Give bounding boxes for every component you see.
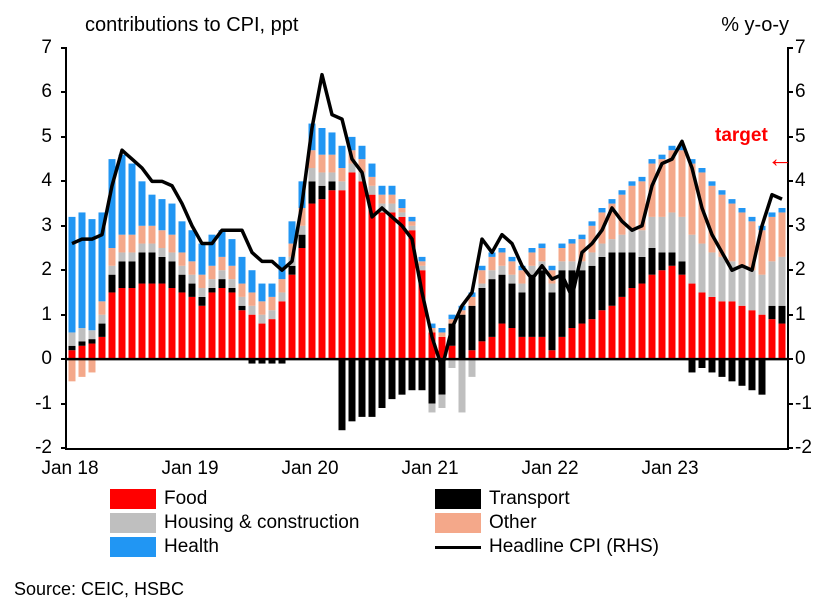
target-arrow-icon: ← [767, 143, 793, 174]
legend-item-housing: Housing & construction [110, 512, 435, 534]
y-tick-label: 2 [795, 259, 825, 281]
source-text: Source: CEIC, HSBC [14, 579, 184, 600]
y-tick-label: 7 [795, 37, 825, 59]
chart-svg [67, 48, 787, 448]
legend-swatch [110, 489, 156, 509]
y-tick-label: 7 [12, 37, 52, 59]
legend-item-food: Food [110, 488, 435, 510]
x-tick-label: Jan 23 [641, 458, 698, 480]
legend-label: Headline CPI (RHS) [489, 536, 659, 558]
y-axis-right: 76543210-1-2 [789, 48, 819, 448]
legend-line [435, 546, 481, 549]
chart-title-right: % y-o-y [721, 14, 789, 37]
x-tick-label: Jan 21 [401, 458, 458, 480]
target-label: target [715, 125, 768, 147]
legend-item-health: Health [110, 536, 435, 558]
y-tick-label: 3 [12, 215, 52, 237]
y-tick-label: 3 [795, 215, 825, 237]
y-tick-label: 4 [12, 170, 52, 192]
legend-swatch [110, 513, 156, 533]
legend-label: Food [164, 488, 207, 510]
y-tick-label: -1 [795, 393, 825, 415]
legend-swatch [435, 513, 481, 533]
legend-label: Transport [489, 488, 570, 510]
x-tick-label: Jan 20 [281, 458, 338, 480]
x-tick-label: Jan 18 [41, 458, 98, 480]
y-tick-label: 6 [795, 81, 825, 103]
legend: Food Transport Housing & construction Ot… [110, 488, 760, 560]
plot-area [65, 48, 789, 450]
y-tick-label: 2 [12, 259, 52, 281]
y-axis-left: 76543210-1-2 [10, 48, 60, 448]
y-tick-label: -1 [12, 393, 52, 415]
legend-label: Housing & construction [164, 512, 359, 534]
legend-swatch [110, 537, 156, 557]
y-tick-label: 5 [12, 126, 52, 148]
legend-label: Other [489, 512, 537, 534]
y-tick-label: -2 [795, 437, 825, 459]
x-tick-label: Jan 22 [521, 458, 578, 480]
cpi-chart: contributions to CPI, ppt % y-o-y 765432… [10, 10, 819, 604]
y-tick-label: 1 [795, 304, 825, 326]
y-tick-label: 6 [12, 81, 52, 103]
legend-item-other: Other [435, 512, 760, 534]
legend-item-headline: Headline CPI (RHS) [435, 536, 760, 558]
chart-title-left: contributions to CPI, ppt [85, 14, 298, 37]
y-tick-label: 0 [795, 348, 825, 370]
y-tick-label: -2 [12, 437, 52, 459]
legend-swatch [435, 489, 481, 509]
legend-item-transport: Transport [435, 488, 760, 510]
y-tick-label: 4 [795, 170, 825, 192]
y-tick-label: 0 [12, 348, 52, 370]
x-axis: Jan 18Jan 19Jan 20Jan 21Jan 22Jan 23 [65, 452, 785, 482]
legend-label: Health [164, 536, 219, 558]
x-tick-label: Jan 19 [161, 458, 218, 480]
y-tick-label: 5 [795, 126, 825, 148]
y-tick-label: 1 [12, 304, 52, 326]
